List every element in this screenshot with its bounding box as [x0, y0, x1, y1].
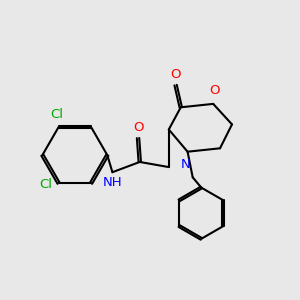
Text: O: O: [133, 121, 143, 134]
Text: O: O: [210, 84, 220, 97]
Text: Cl: Cl: [50, 108, 63, 121]
Text: N: N: [181, 158, 191, 171]
Text: Cl: Cl: [39, 178, 52, 191]
Text: O: O: [170, 68, 181, 81]
Text: NH: NH: [103, 176, 122, 189]
